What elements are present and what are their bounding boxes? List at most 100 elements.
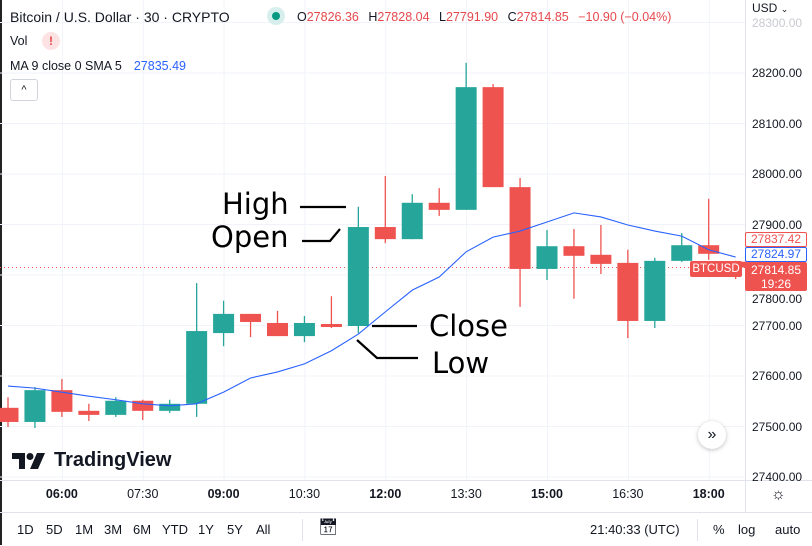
annotation-close: Close (429, 309, 508, 343)
bottom-toolbar: 1D 5D 1M 3M 6M YTD 1Y 5Y All 📅︎ 21:40:33 (UTC) %… (0, 512, 812, 546)
range-button-5y[interactable]: 5Y (227, 522, 243, 537)
symbol-title[interactable]: Bitcoin / U.S. Dollar · 30 · CRYPTO (10, 9, 230, 25)
market-status-icon[interactable] (267, 7, 285, 25)
range-button-1m[interactable]: 1M (75, 522, 94, 537)
candle-body-up (671, 245, 693, 261)
ma-price-marker: 27824.97 (745, 247, 807, 262)
range-button-5d[interactable]: 5D (46, 522, 63, 537)
price-tick-label: 28000.00 (752, 167, 803, 181)
range-button-3m[interactable]: 3M (104, 522, 123, 537)
time-tick-label: 18:00 (692, 487, 725, 501)
low-value: 27791.90 (445, 10, 499, 24)
ohlc-values: O27826.36 H27828.04 L27791.90 C27814.85 … (297, 10, 677, 25)
price-tick-label: 28200.00 (752, 66, 803, 80)
candle-body-up (455, 87, 477, 210)
ma-line (7, 212, 736, 407)
chevron-up-icon: ^ (21, 84, 27, 96)
close-label: C (507, 10, 517, 24)
open-leader-line (302, 228, 341, 243)
candle-body-down (78, 410, 100, 415)
candle-body-up (213, 313, 235, 334)
tradingview-logo-icon (12, 452, 45, 469)
range-button-ytd[interactable]: YTD (162, 522, 188, 537)
price-tick-label: 28100.00 (752, 116, 803, 131)
go-to-date-calendar-icon[interactable]: 📅︎ (318, 519, 339, 536)
candle-body-down (428, 202, 450, 210)
low-label: L (439, 10, 446, 24)
tradingview-logo-text: TradingView (54, 449, 172, 471)
range-button-all[interactable]: All (256, 522, 271, 537)
collapse-legend-button[interactable]: ^ (10, 79, 38, 101)
candle-body-down (132, 400, 154, 411)
close-value: 27814.85 (516, 10, 569, 24)
utc-clock[interactable]: 21:40:33 (UTC) (590, 522, 680, 537)
price-tick-label: 27600.00 (752, 369, 803, 383)
percent-toggle[interactable]: % (713, 522, 725, 537)
candle-body-down (482, 87, 504, 188)
candle-body-up (186, 331, 208, 404)
time-tick-label: 15:00 (531, 487, 563, 501)
last-price: 27814.85 (750, 263, 802, 277)
change-value: −10.90 (−0.04%) (578, 10, 672, 24)
ma-label: MA 9 close 0 SMA 5 (10, 59, 122, 73)
time-tick-label: 12:00 (369, 487, 402, 501)
candle-body-down (0, 407, 19, 422)
candle-body-down (617, 262, 639, 321)
toolbar-divider (302, 519, 303, 541)
currency-label: USD (752, 1, 778, 15)
price-tick-label: 27800.00 (752, 292, 803, 306)
high-price-marker: 27837.42 (745, 232, 807, 247)
range-button-1y[interactable]: 1Y (198, 522, 214, 537)
annotation-open: Open (211, 220, 289, 254)
candle-body-down (590, 254, 612, 264)
candle-body-up (347, 227, 369, 327)
tradingview-logo[interactable]: TradingView (12, 449, 171, 472)
annotation-high: High (222, 187, 289, 221)
time-tick-label: 16:30 (612, 487, 644, 501)
range-button-6m[interactable]: 6M (133, 522, 152, 537)
low-leader-line (356, 339, 418, 360)
candle-body-down (267, 322, 288, 337)
time-tick-label: 06:00 (45, 487, 78, 501)
last-price-marker: 27814.85 19:26 (745, 262, 807, 291)
candle-body-down (374, 227, 396, 240)
candle-body-down (240, 313, 262, 322)
candle-body-up (105, 400, 127, 415)
price-tick-label: 27900.00 (752, 217, 803, 232)
annotation-low: Low (432, 346, 490, 380)
currency-selector[interactable]: USD ⌄ (752, 2, 788, 16)
price-tick-label: 27400.00 (752, 470, 803, 484)
auto-scale-toggle[interactable]: auto (775, 522, 801, 537)
time-tick-label: 09:00 (207, 487, 240, 501)
toolbar-divider (697, 519, 698, 541)
scroll-to-realtime-button[interactable]: » (698, 421, 726, 449)
candle-body-up (293, 322, 315, 337)
time-tick-label: 10:30 (288, 487, 321, 501)
candle-body-up (159, 403, 181, 411)
candle-body-down (51, 390, 73, 412)
ma-value: 27835.49 (133, 59, 186, 73)
price-tick-label: 27700.00 (752, 318, 803, 333)
warning-icon[interactable]: ! (42, 32, 60, 50)
time-tick-label: 07:30 (127, 487, 159, 501)
time-tick-label: 13:30 (450, 487, 482, 501)
price-tick-label: 27500.00 (752, 419, 803, 434)
high-label: H (368, 10, 378, 24)
vol-indicator-label[interactable]: Vol (10, 34, 28, 48)
chart-settings-gear-icon[interactable]: ☼ (771, 486, 786, 503)
candle-body-up (401, 202, 423, 240)
open-value: 27826.36 (306, 10, 359, 24)
open-label: O (297, 10, 307, 24)
price-tick-label: 28300.00 (752, 15, 803, 30)
range-button-1d[interactable]: 1D (17, 522, 34, 537)
candle-body-up (536, 246, 558, 269)
candle-body-up (644, 260, 666, 321)
log-toggle[interactable]: log (738, 522, 756, 537)
candle-body-up (24, 390, 46, 422)
ma-indicator[interactable]: MA 9 close 0 SMA 5 27835.49 (10, 58, 186, 74)
candle-body-down (563, 246, 585, 256)
double-chevron-right-icon: » (707, 426, 717, 443)
chevron-down-icon: ⌄ (780, 4, 789, 14)
symbol-price-tag: BTCUSD (690, 261, 742, 277)
